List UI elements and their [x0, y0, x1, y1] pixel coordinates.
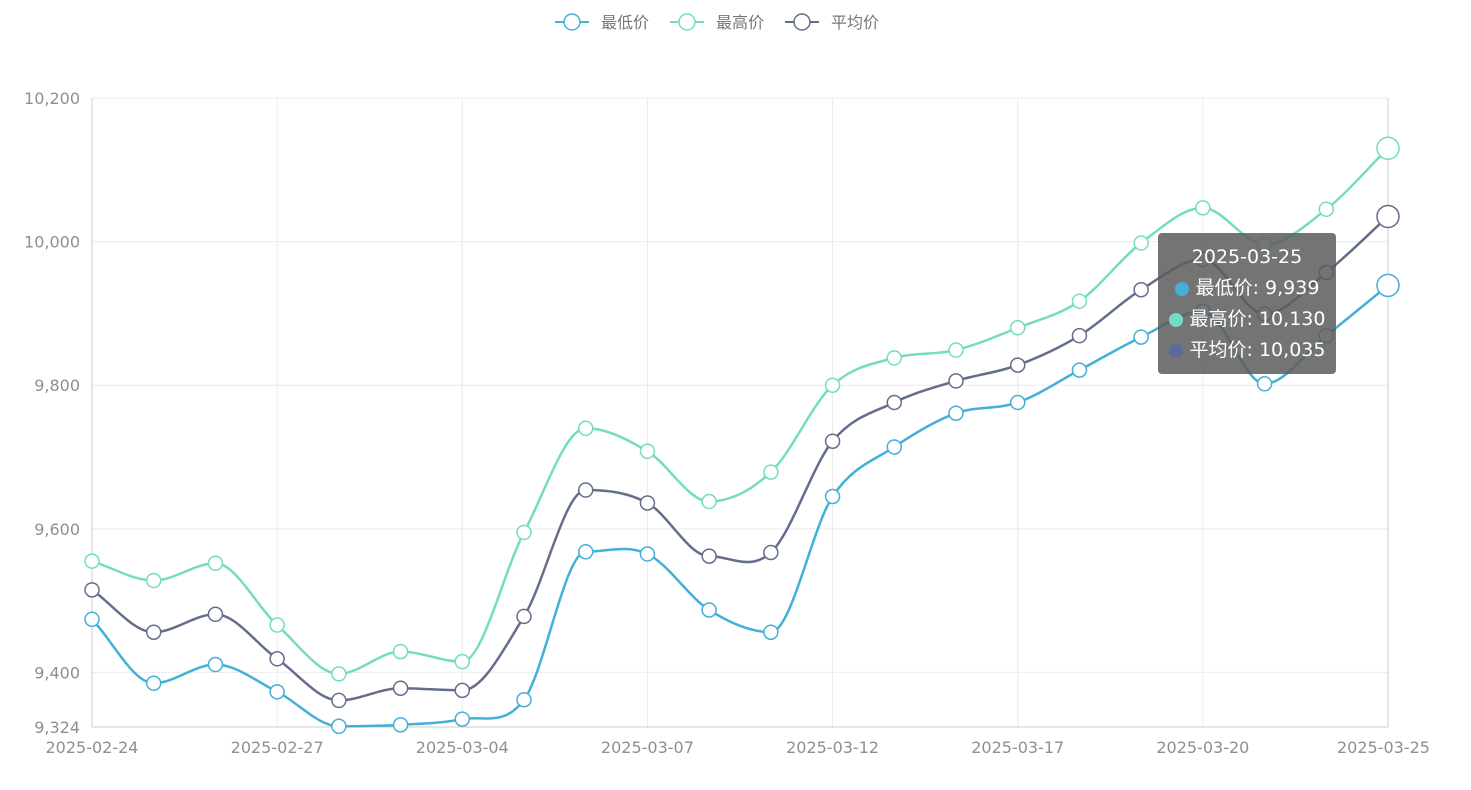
tooltip-dot-min	[1174, 281, 1189, 296]
y-tick-label: 9,400	[34, 663, 80, 682]
data-point-max	[454, 653, 471, 670]
data-point-max	[886, 350, 903, 366]
series-points	[84, 136, 1400, 735]
tooltip-label-min: 最低价: 9,939	[1195, 277, 1320, 299]
data-point-min	[824, 488, 841, 505]
data-point-min	[639, 546, 656, 562]
x-tick-label: 2025-02-24	[46, 738, 139, 757]
x-tick-label: 2025-03-07	[601, 738, 694, 757]
data-point-max	[1071, 293, 1088, 309]
tooltip-row-max: 最高价: 10,130	[1166, 304, 1328, 335]
data-point-avg	[84, 582, 100, 598]
data-point-avg	[824, 433, 841, 449]
legend-marker-max	[678, 13, 696, 31]
data-point-max	[84, 553, 100, 569]
data-point-min	[392, 717, 409, 733]
x-tick-label: 2025-03-25	[1337, 738, 1430, 757]
data-point-max	[1318, 201, 1335, 218]
data-point-max	[824, 377, 841, 393]
tick-labels: 9,324 9,400 9,600 9,800 10,000 10,200 2025-02-…	[24, 89, 1430, 757]
data-point-min	[763, 624, 779, 640]
data-point-min	[1376, 273, 1400, 298]
data-point-min	[886, 439, 903, 455]
data-point-max	[948, 342, 964, 358]
data-point-avg	[701, 548, 717, 564]
data-point-avg	[145, 624, 162, 640]
data-point-max	[207, 555, 224, 572]
data-point-min	[207, 656, 224, 673]
data-point-max	[331, 666, 347, 682]
data-point-min	[1071, 362, 1088, 378]
data-point-avg	[331, 692, 347, 709]
legend[interactable]: 最低价 最高价 平均价	[555, 13, 879, 32]
data-point-avg	[577, 482, 594, 498]
data-point-max	[1195, 200, 1211, 216]
data-point-max	[577, 420, 594, 437]
data-point-avg	[1009, 357, 1026, 373]
data-point-min	[516, 691, 532, 708]
data-point-avg	[1071, 327, 1088, 344]
legend-label-max: 最高价	[716, 13, 764, 32]
data-point-min	[577, 544, 594, 560]
x-tick-label: 2025-03-04	[416, 738, 509, 757]
y-tick-label: 9,600	[34, 520, 80, 539]
data-point-avg	[763, 544, 779, 561]
data-point-max	[516, 524, 532, 541]
x-tick-label: 2025-03-12	[786, 738, 879, 757]
legend-label-avg: 平均价	[831, 13, 879, 32]
x-tick-label: 2025-03-17	[971, 738, 1064, 757]
data-point-avg	[516, 608, 532, 625]
legend-marker-avg	[793, 13, 811, 31]
data-point-avg	[639, 495, 656, 511]
data-point-max	[639, 443, 656, 460]
y-tick-label: 10,200	[24, 89, 80, 108]
y-tick-label: 9,800	[34, 376, 80, 395]
data-point-max	[1133, 235, 1149, 251]
tooltip-row-min: 最低价: 9,939	[1166, 273, 1328, 304]
data-point-avg	[454, 682, 471, 699]
data-point-min	[331, 718, 347, 735]
data-point-min	[269, 684, 285, 700]
data-point-min	[454, 711, 471, 727]
legend-label-min: 最低价	[601, 13, 649, 32]
tooltip: 2025-03-25 最低价: 9,939 最高价: 10,130 平均价: 1…	[1158, 233, 1336, 374]
data-point-max	[1376, 136, 1400, 161]
data-point-avg	[392, 680, 409, 696]
data-point-min	[948, 405, 964, 421]
data-point-max	[145, 572, 162, 589]
tooltip-row-avg: 平均价: 10,035	[1166, 335, 1328, 366]
data-point-max	[392, 643, 409, 660]
x-tick-label: 2025-02-27	[231, 738, 324, 757]
x-tick-label: 2025-03-20	[1156, 738, 1249, 757]
tooltip-label-avg: 平均价: 10,035	[1189, 339, 1326, 361]
y-tick-label: 10,000	[24, 233, 80, 252]
tooltip-label-max: 最高价: 10,130	[1189, 308, 1326, 330]
tooltip-dot-max	[1168, 312, 1183, 327]
data-point-avg	[1133, 281, 1149, 298]
data-point-avg	[1376, 204, 1400, 229]
data-point-avg	[269, 651, 285, 667]
y-tick-label: 9,324	[34, 718, 80, 737]
data-point-min	[701, 602, 717, 618]
series-line-max	[91, 147, 1389, 676]
data-point-max	[269, 617, 285, 633]
data-point-max	[1009, 320, 1026, 336]
data-point-avg	[207, 606, 224, 623]
data-point-min	[1256, 376, 1273, 392]
tooltip-title: 2025-03-25	[1191, 246, 1303, 268]
legend-marker-min	[563, 13, 581, 31]
data-point-max	[701, 493, 717, 510]
data-point-avg	[948, 373, 964, 389]
data-point-min	[84, 611, 100, 628]
data-point-max	[763, 464, 779, 480]
data-point-avg	[886, 394, 903, 411]
tooltip-dot-avg	[1168, 343, 1183, 358]
data-point-min	[145, 675, 162, 691]
data-point-min	[1009, 394, 1026, 411]
data-point-min	[1133, 329, 1149, 345]
